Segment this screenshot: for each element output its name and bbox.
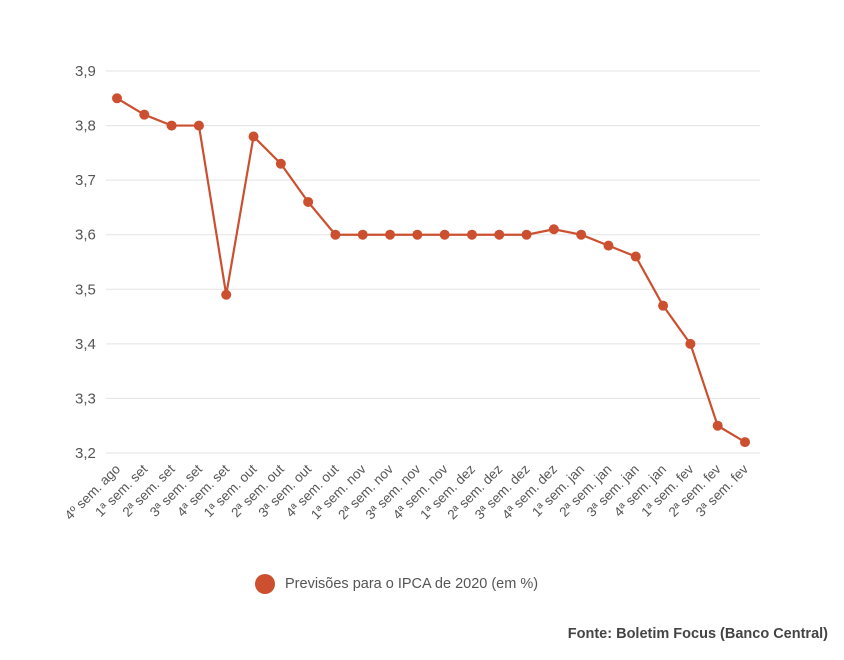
data-point [221, 289, 232, 300]
data-point [248, 131, 259, 142]
data-point [548, 224, 559, 235]
y-tick-label: 3,5 [75, 281, 96, 298]
data-point [712, 420, 723, 431]
data-point [630, 251, 641, 262]
source-note: Fonte: Boletim Focus (Banco Central) [567, 626, 828, 642]
y-tick-label: 3,3 [75, 390, 96, 407]
y-tick-label: 3,9 [75, 63, 96, 80]
data-point [303, 196, 314, 207]
legend-label: Previsões para o IPCA de 2020 (em %) [285, 576, 539, 592]
data-point [193, 120, 204, 131]
grid-lines [106, 70, 760, 454]
data-point [576, 229, 587, 240]
data-point [740, 437, 750, 448]
legend-marker [255, 574, 275, 594]
data-point [385, 229, 396, 240]
data-point [439, 229, 450, 240]
y-tick-label: 3,6 [75, 227, 96, 244]
data-points [112, 93, 750, 448]
data-point [357, 229, 368, 240]
data-point [603, 240, 614, 251]
data-point [658, 300, 669, 311]
data-point [330, 229, 341, 240]
data-point [494, 229, 505, 240]
data-point [139, 109, 150, 120]
data-point [412, 229, 423, 240]
data-point [685, 338, 696, 349]
data-point [112, 93, 122, 104]
legend: Previsões para o IPCA de 2020 (em %) [255, 574, 538, 594]
y-axis: 3,2 3,3 3,4 3,5 3,6 3,7 3,8 3,9 [75, 63, 96, 462]
series-line-ipca [116, 97, 746, 444]
data-point [521, 229, 532, 240]
data-point [166, 120, 177, 131]
y-tick-label: 3,8 [75, 118, 96, 135]
y-tick-label: 3,4 [75, 336, 96, 353]
data-point [275, 158, 286, 169]
data-point [466, 229, 477, 240]
y-tick-label: 3,7 [75, 172, 96, 189]
y-tick-label: 3,2 [75, 445, 96, 462]
